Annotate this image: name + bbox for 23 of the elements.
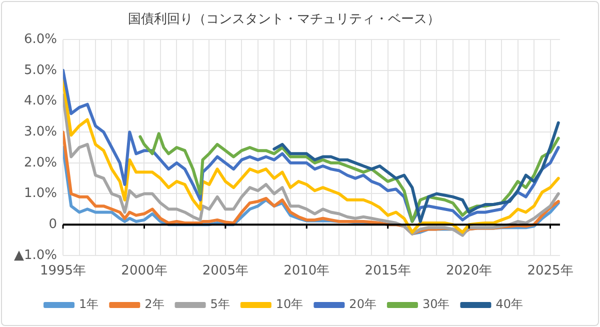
y-tick-label: 2.0% bbox=[24, 155, 58, 170]
x-tick-label: 2020年 bbox=[446, 264, 492, 279]
legend-label: 40年 bbox=[496, 297, 524, 312]
x-tick-label: 2000年 bbox=[121, 264, 168, 279]
legend-label: 30年 bbox=[422, 297, 450, 312]
x-tick-label: 2005年 bbox=[202, 264, 248, 279]
legend-label: 2年 bbox=[144, 297, 164, 312]
legend-label: 20年 bbox=[349, 297, 376, 312]
x-tick-label: 2025年 bbox=[527, 264, 574, 279]
y-tick-label: 0 bbox=[48, 216, 58, 232]
y-tick-label: 3.0% bbox=[24, 124, 58, 140]
x-tick-label: 2015年 bbox=[364, 264, 411, 279]
legend-label: 1年 bbox=[79, 297, 99, 312]
legend-label: 5年 bbox=[210, 297, 230, 312]
y-tick-label: 5.0% bbox=[24, 62, 58, 78]
y-tick-label: 1.0% bbox=[24, 186, 58, 202]
y-tick-label: ▲1.0% bbox=[14, 248, 58, 263]
legend-label: 10年 bbox=[276, 297, 304, 312]
x-tick-label: 1995年 bbox=[40, 264, 86, 279]
chart-title: 国債利回り（コンスタント・マチュリティ・ベース） bbox=[128, 12, 440, 28]
y-tick-label: 4.0% bbox=[24, 94, 58, 109]
y-tick-label: 6.0% bbox=[24, 32, 58, 47]
x-tick-label: 2010年 bbox=[284, 264, 330, 279]
